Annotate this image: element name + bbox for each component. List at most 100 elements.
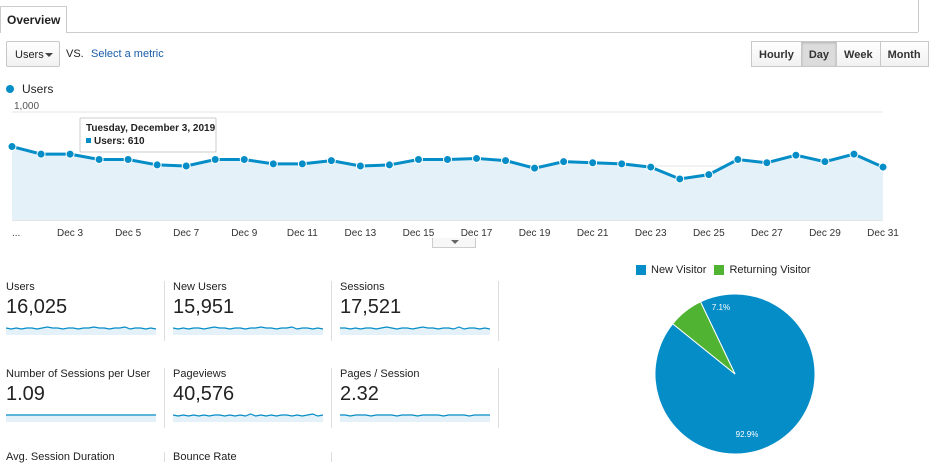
data-point[interactable] [704, 170, 714, 180]
x-tick-label: Dec 17 [461, 228, 493, 239]
data-point[interactable] [530, 163, 540, 173]
x-tick-label: Dec 23 [635, 228, 667, 239]
x-tick-label: Dec 11 [287, 228, 318, 239]
data-point[interactable] [384, 160, 394, 170]
chart-legend: Users [6, 82, 53, 96]
sparkline-area [6, 415, 156, 422]
pie-slice-label: 92.9% [736, 430, 759, 439]
legend-new-visitor: New Visitor [636, 264, 706, 276]
metric-value: 16,025 [6, 296, 68, 318]
tooltip-date: Tuesday, December 3, 2019 [86, 123, 216, 134]
metric-dropdown[interactable]: Users [6, 41, 60, 67]
data-point[interactable] [791, 150, 801, 160]
data-point[interactable] [646, 162, 656, 172]
data-point[interactable] [588, 158, 598, 168]
metric-value: 17,521 [340, 296, 402, 318]
data-point[interactable] [443, 155, 452, 165]
x-tick-label: Dec 15 [403, 228, 435, 239]
x-tick-label: Dec 13 [345, 228, 377, 239]
sparkline-line [173, 413, 323, 417]
divider [918, 0, 919, 32]
legend-label: Users [22, 82, 54, 96]
data-point[interactable] [675, 174, 685, 184]
x-tick-label: Dec 27 [751, 228, 783, 239]
data-point[interactable] [297, 159, 307, 169]
data-point[interactable] [268, 159, 278, 169]
hourly-button[interactable]: Hourly [751, 41, 802, 67]
sparkline-area [340, 415, 490, 422]
day-button[interactable]: Day [800, 41, 838, 67]
metric-tile[interactable]: New Users 15,951 [173, 281, 323, 335]
data-point[interactable] [762, 158, 772, 168]
chevron-down-icon [45, 53, 53, 57]
tooltip-value: Users: 610 [94, 136, 145, 147]
metric-value: 40,576 [173, 383, 235, 405]
tab-bar: Overview [0, 0, 918, 33]
divider [164, 452, 165, 462]
divider [331, 368, 332, 428]
data-point[interactable] [326, 156, 336, 166]
data-point[interactable] [7, 142, 17, 152]
metric-value: 2.32 [340, 383, 379, 405]
vs-label: VS. [66, 48, 84, 60]
metric-sparkline [173, 326, 323, 335]
legend-returning-visitor-label: Returning Visitor [729, 264, 811, 276]
sparkline-area [6, 327, 156, 335]
data-point[interactable] [210, 155, 220, 165]
month-button[interactable]: Month [879, 41, 929, 67]
divider [164, 368, 165, 428]
tooltip-swatch-icon [86, 138, 91, 143]
data-point[interactable] [65, 149, 75, 159]
x-tick-label: Dec 21 [577, 228, 609, 239]
data-point[interactable] [849, 149, 859, 159]
chevron-down-icon [451, 240, 459, 244]
series-area [12, 146, 883, 220]
sparkline-line [340, 414, 490, 417]
metric-tile[interactable]: Users 16,025 [6, 281, 156, 335]
metric-tile[interactable]: Number of Sessions per User 1.09 [6, 368, 156, 422]
pie-slice-label: 7.1% [712, 303, 730, 312]
x-tick-label: Dec 9 [231, 228, 258, 239]
data-point[interactable] [617, 159, 627, 169]
data-point[interactable] [94, 155, 104, 165]
legend-new-visitor-label: New Visitor [651, 264, 707, 276]
metric-dropdown-label: Users [15, 49, 44, 61]
data-point[interactable] [152, 160, 162, 170]
data-point[interactable] [559, 157, 569, 167]
week-button[interactable]: Week [836, 41, 881, 67]
metric-label: Pageviews [173, 368, 227, 380]
metric-tile[interactable]: Sessions 17,521 [340, 281, 490, 335]
chart-resize-handle[interactable] [432, 238, 476, 248]
metric-sparkline [340, 326, 490, 335]
metric-label-cut: Bounce Rate [173, 451, 237, 463]
data-point[interactable] [181, 161, 191, 171]
data-point[interactable] [413, 155, 423, 165]
metric-tile[interactable]: Pageviews 40,576 [173, 368, 323, 422]
select-metric-link[interactable]: Select a metric [91, 48, 164, 60]
data-point[interactable] [36, 149, 46, 159]
metric-label: Number of Sessions per User [6, 368, 151, 380]
divider [498, 281, 499, 341]
visitor-pie-chart[interactable]: 92.9% 7.1% [648, 286, 828, 461]
pie-legend: New Visitor Returning Visitor [636, 264, 819, 276]
data-point[interactable] [733, 155, 743, 165]
divider [164, 281, 165, 341]
data-point[interactable] [355, 161, 365, 171]
data-point[interactable] [878, 162, 888, 172]
tab-overview[interactable]: Overview [0, 6, 68, 33]
data-point[interactable] [820, 157, 830, 167]
x-tick-label: ... [12, 228, 20, 239]
data-point[interactable] [472, 153, 482, 163]
legend-returning-visitor: Returning Visitor [714, 264, 811, 276]
x-tick-label: Dec 29 [809, 228, 841, 239]
x-tick-label: Dec 31 [867, 228, 899, 239]
metric-tile[interactable]: Pages / Session 2.32 [340, 368, 490, 422]
divider [331, 452, 332, 462]
data-point[interactable] [123, 155, 133, 165]
granularity-buttons: Hourly Day Week Month [751, 41, 929, 67]
data-point[interactable] [501, 156, 511, 166]
data-point[interactable] [239, 155, 249, 165]
metric-label: Pages / Session [340, 368, 420, 380]
pie-slice-returning-visitor[interactable] [672, 301, 736, 375]
